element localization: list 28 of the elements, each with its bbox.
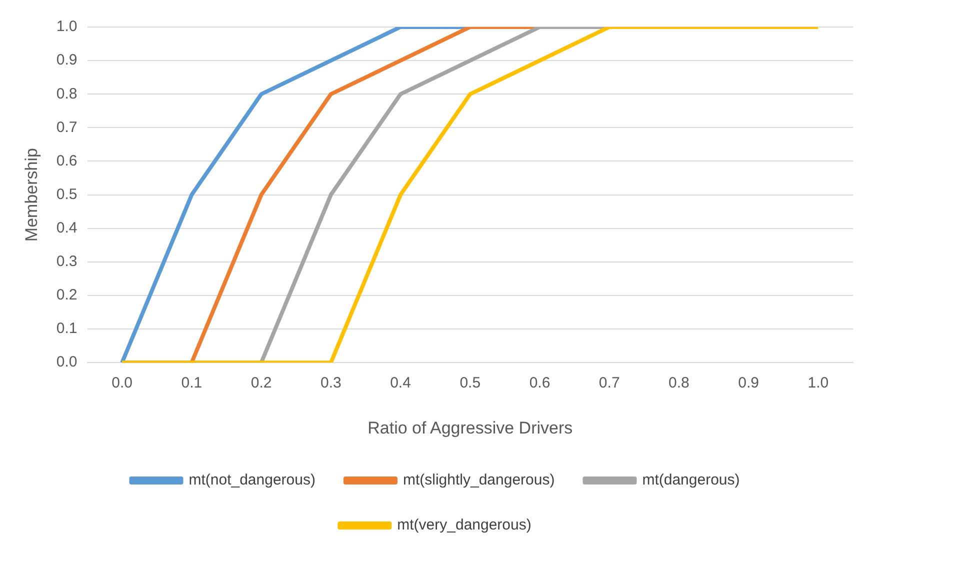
y-tick-label: 0.3 [56,253,78,270]
y-tick-label: 0.6 [56,152,78,170]
y-tick-label: 0.7 [56,118,78,136]
legend-label: mt(dangerous) [642,472,740,489]
legend-label: mt(very_dangerous) [397,516,532,534]
x-tick-label: 0.3 [320,374,342,392]
y-tick-label: 1.0 [56,18,78,36]
y-tick-label: 0.9 [56,52,78,69]
x-tick-label: 0.6 [529,374,550,392]
x-tick-label: 1.0 [808,374,829,392]
x-tick-label: 0.9 [738,374,760,392]
y-tick-label: 0.4 [56,220,78,236]
y-axis-title: Membership [22,148,41,242]
legend-label: mt(slightly_dangerous) [402,472,555,489]
y-tick-label: 0.5 [56,186,78,203]
x-axis-title: Ratio of Aggressive Drivers [368,418,573,438]
x-tick-label: 0.1 [181,374,202,392]
x-tick-label: 0.0 [112,374,132,392]
y-tick-label: 0.1 [56,320,78,338]
y-tick-label: 0.0 [56,354,78,371]
legend-label: mt(not_dangerous) [188,472,316,489]
x-tick-label: 0.8 [668,374,690,392]
x-tick-label: 0.2 [250,374,272,392]
x-tick-label: 0.4 [390,374,411,392]
y-tick-label: 0.8 [56,85,78,102]
x-tick-label: 0.5 [460,374,481,392]
y-tick-label: 0.2 [56,286,78,304]
x-tick-label: 0.7 [598,374,620,392]
